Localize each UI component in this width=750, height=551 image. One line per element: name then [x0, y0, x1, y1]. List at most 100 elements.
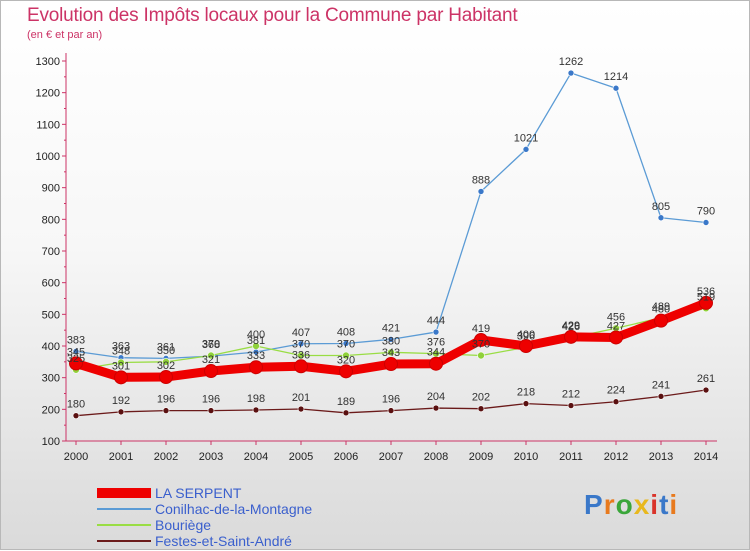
data-label-la-serpent: 302 [157, 360, 175, 372]
data-label-la-serpent: 429 [562, 320, 580, 332]
proxiti-logo: Proxiti [584, 489, 679, 520]
data-label-conilhac-de-la-montagne: 1021 [514, 132, 538, 144]
data-label-bouriege: 370 [202, 339, 220, 351]
data-label-bouriege: 400 [247, 329, 265, 341]
data-label-bouriege: 426 [562, 321, 580, 333]
legend-item: LA SERPENT [97, 485, 397, 501]
data-point-festes-et-saint-andre [342, 409, 350, 417]
x-tick-label: 2010 [514, 451, 538, 463]
data-point-bouriege [297, 351, 305, 360]
data-label-conilhac-de-la-montagne: 383 [67, 334, 85, 346]
data-label-festes-et-saint-andre: 192 [112, 395, 130, 407]
data-point-festes-et-saint-andre [702, 386, 710, 394]
data-label-la-serpent: 333 [247, 350, 265, 362]
data-label-bouriege: 370 [292, 339, 310, 351]
data-point-la-serpent [609, 330, 623, 345]
data-point-la-serpent [429, 356, 443, 371]
data-label-bouriege: 380 [382, 335, 400, 347]
legend-item: Festes-et-Saint-André [97, 533, 397, 549]
data-point-conilhac-de-la-montagne [432, 328, 440, 336]
data-point-festes-et-saint-andre [117, 408, 125, 416]
data-point-conilhac-de-la-montagne [72, 348, 80, 355]
data-label-la-serpent: 343 [382, 347, 400, 359]
chart-subtitle: (en € et par an) [27, 29, 103, 41]
y-tick-label: 100 [42, 436, 60, 448]
data-point-bouriege [162, 358, 170, 366]
data-label-conilhac-de-la-montagne: 381 [247, 335, 265, 347]
data-point-bouriege [117, 358, 125, 367]
data-point-la-serpent [69, 356, 83, 371]
data-label-conilhac-de-la-montagne: 363 [112, 341, 130, 353]
y-tick-label: 1300 [36, 56, 60, 68]
x-tick-label: 2002 [154, 451, 178, 463]
data-point-bouriege [342, 351, 350, 360]
y-tick-label: 1200 [36, 88, 60, 100]
data-label-festes-et-saint-andre: 180 [67, 399, 85, 411]
x-tick-label: 2005 [289, 451, 313, 463]
data-point-conilhac-de-la-montagne [657, 214, 665, 222]
legend-label: Bouriège [155, 517, 212, 533]
data-point-la-serpent [564, 329, 578, 344]
x-tick-label: 2012 [604, 451, 628, 463]
data-label-festes-et-saint-andre: 218 [517, 387, 535, 399]
data-label-conilhac-de-la-montagne: 1262 [559, 56, 583, 68]
data-label-la-serpent: 400 [517, 329, 535, 341]
data-label-festes-et-saint-andre: 261 [697, 373, 715, 385]
data-point-la-serpent [384, 357, 398, 372]
data-label-festes-et-saint-andre: 204 [427, 391, 445, 403]
legend-item: Conilhac-de-la-Montagne [97, 501, 397, 517]
y-tick-label: 1100 [36, 119, 60, 131]
data-label-conilhac-de-la-montagne: 790 [697, 206, 715, 218]
data-label-conilhac-de-la-montagne: 361 [157, 341, 175, 353]
data-point-festes-et-saint-andre [252, 406, 260, 414]
data-point-la-serpent [474, 332, 488, 347]
x-tick-label: 2014 [694, 451, 718, 463]
data-label-festes-et-saint-andre: 196 [382, 394, 400, 406]
data-point-festes-et-saint-andre [657, 393, 665, 400]
x-tick-label: 2001 [109, 451, 133, 463]
data-point-la-serpent [294, 359, 308, 374]
data-label-bouriege: 325 [67, 353, 85, 365]
data-label-bouriege: 370 [472, 339, 490, 351]
data-point-festes-et-saint-andre [162, 407, 170, 414]
data-label-bouriege: 489 [652, 301, 670, 313]
legend-swatch [97, 488, 151, 498]
data-label-festes-et-saint-andre: 224 [607, 385, 625, 397]
data-label-bouriege: 350 [157, 345, 175, 357]
x-tick-label: 2013 [649, 451, 673, 463]
data-label-la-serpent: 419 [472, 323, 490, 335]
data-label-festes-et-saint-andre: 202 [472, 392, 490, 404]
y-tick-label: 900 [42, 183, 60, 195]
legend-swatch [97, 540, 151, 542]
data-label-conilhac-de-la-montagne: 408 [337, 326, 355, 338]
data-point-conilhac-de-la-montagne [612, 84, 620, 92]
x-tick-label: 2007 [379, 451, 403, 463]
data-label-festes-et-saint-andre: 212 [562, 389, 580, 401]
data-label-festes-et-saint-andre: 241 [652, 379, 670, 391]
x-tick-label: 2008 [424, 451, 448, 463]
chart-title: Evolution des Impôts locaux pour la Comm… [27, 5, 518, 26]
data-label-festes-et-saint-andre: 196 [202, 394, 220, 406]
x-tick-label: 2000 [64, 451, 88, 463]
data-label-bouriege: 348 [112, 345, 130, 357]
data-label-la-serpent: 536 [697, 286, 715, 298]
x-tick-label: 2003 [199, 451, 223, 463]
data-point-bouriege [207, 351, 215, 360]
data-label-la-serpent: 336 [292, 349, 310, 361]
data-label-la-serpent: 301 [112, 360, 130, 372]
data-label-la-serpent: 344 [427, 347, 445, 359]
data-point-festes-et-saint-andre [432, 404, 440, 412]
data-point-conilhac-de-la-montagne [567, 69, 575, 77]
legend-swatch [97, 524, 151, 526]
data-point-festes-et-saint-andre [567, 402, 575, 409]
data-point-conilhac-de-la-montagne [522, 146, 530, 153]
data-point-festes-et-saint-andre [522, 400, 530, 407]
data-point-festes-et-saint-andre [207, 407, 215, 414]
y-tick-label: 800 [42, 214, 60, 226]
data-label-conilhac-de-la-montagne: 368 [202, 339, 220, 351]
data-point-conilhac-de-la-montagne [297, 340, 305, 348]
data-point-la-serpent [159, 370, 173, 385]
data-point-la-serpent [654, 313, 668, 328]
